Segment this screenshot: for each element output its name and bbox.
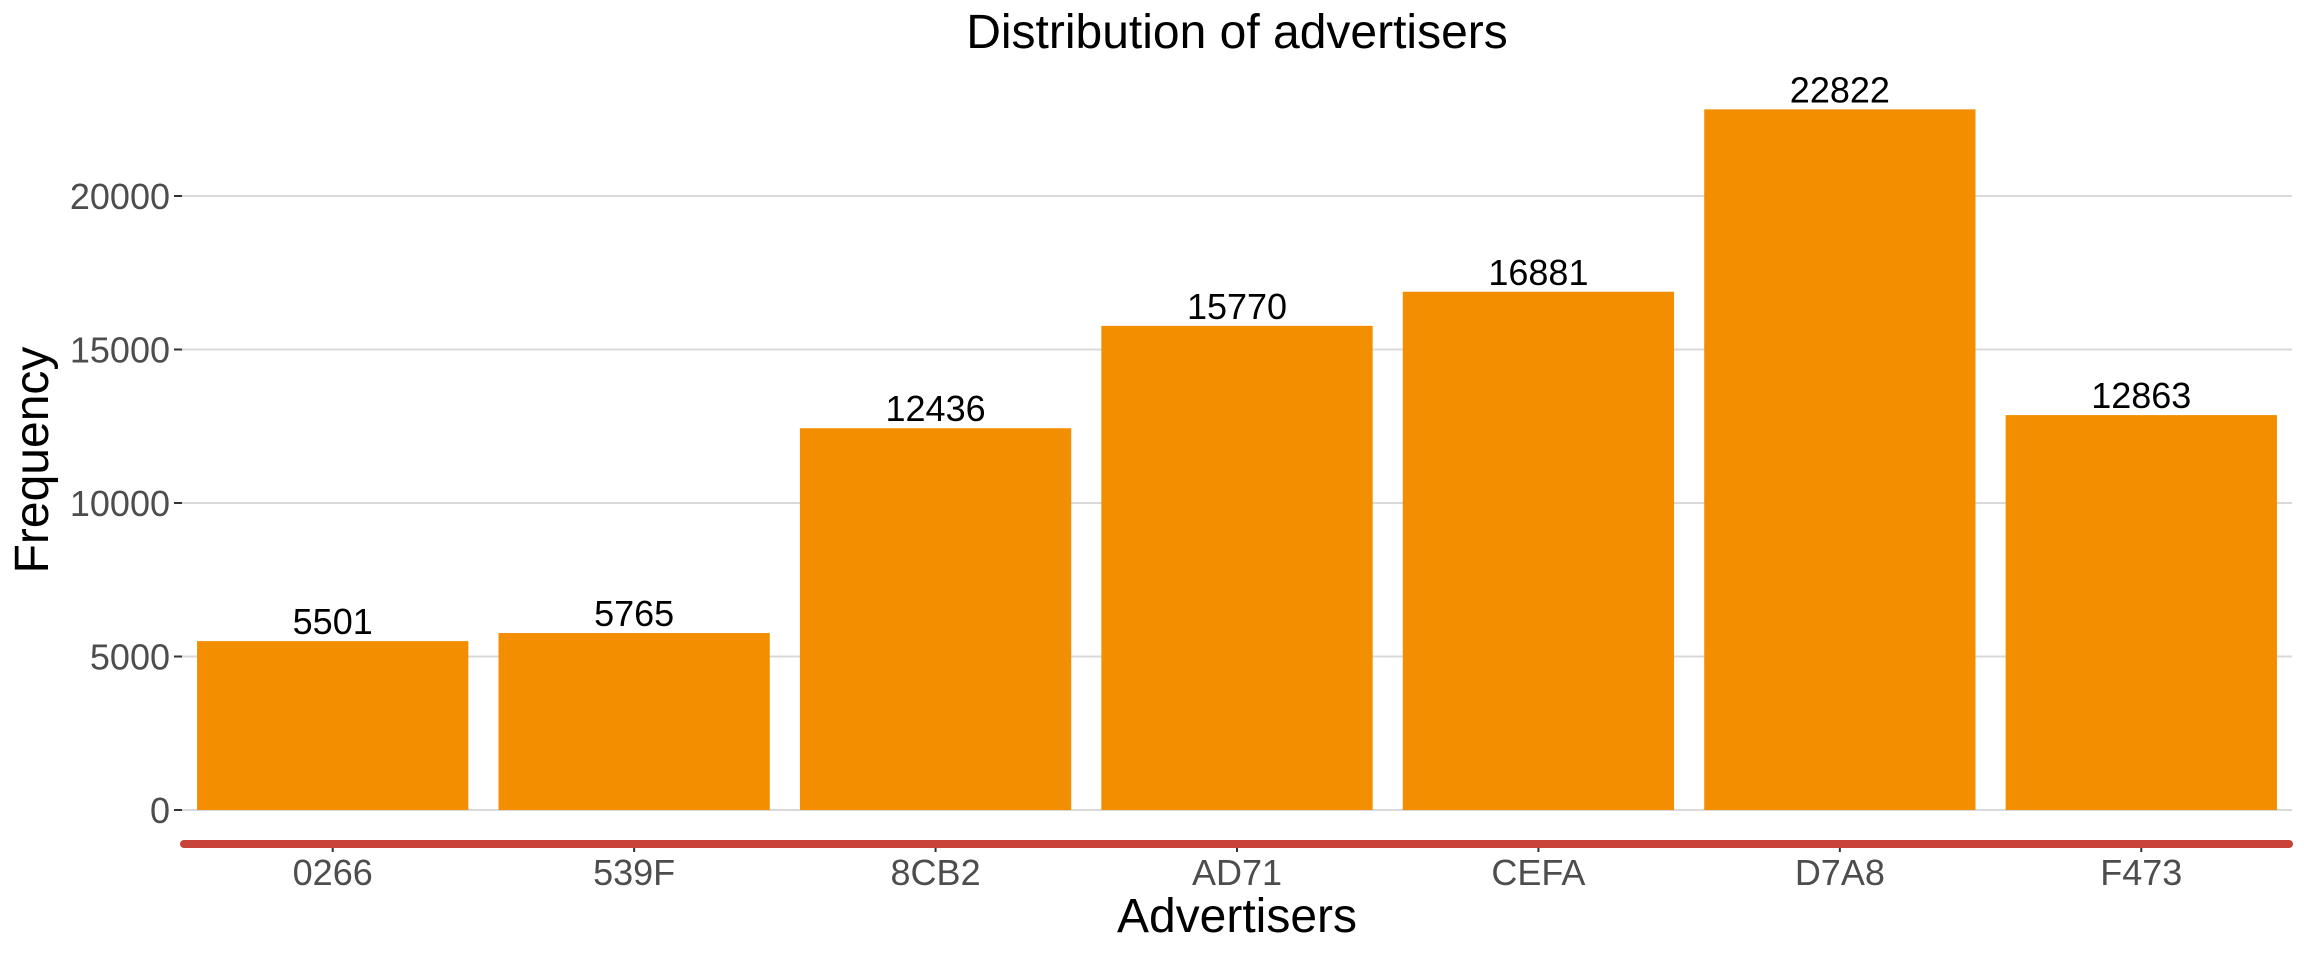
data-label: 12863 xyxy=(2091,375,2191,416)
bar-cefa xyxy=(1402,291,1675,810)
data-label: 5501 xyxy=(293,601,373,642)
data-labels: 5501 5765 12436 15770 16881 22822 12863 xyxy=(293,69,2192,642)
y-tick-label: 20000 xyxy=(70,176,170,217)
bars xyxy=(197,109,2277,810)
y-tick-label: 10000 xyxy=(70,483,170,524)
x-tick-label: 8CB2 xyxy=(891,852,981,893)
x-tick-label: AD71 xyxy=(1192,852,1282,893)
x-tick-label: 0266 xyxy=(293,852,373,893)
bar-0266 xyxy=(197,641,469,810)
x-axis-title: Advertisers xyxy=(1117,890,1357,943)
y-tick-label: 5000 xyxy=(90,637,170,678)
x-tick-label: CEFA xyxy=(1491,852,1585,893)
bar-d7a8 xyxy=(1704,109,1976,810)
bar-f473 xyxy=(2005,415,2277,810)
x-tick-label: F473 xyxy=(2100,852,2182,893)
y-axis-title: Frequency xyxy=(6,347,59,574)
y-tick-label: 15000 xyxy=(70,330,170,371)
bar-539f xyxy=(498,633,770,810)
y-tick-label: 0 xyxy=(150,790,170,831)
data-label: 16881 xyxy=(1488,252,1588,293)
bar-8cb2 xyxy=(799,428,1072,810)
data-label: 12436 xyxy=(886,388,986,429)
chart-title: Distribution of advertisers xyxy=(966,6,1508,59)
data-label: 22822 xyxy=(1790,69,1890,110)
data-label: 5765 xyxy=(594,593,674,634)
y-axis: 0 5000 10000 15000 20000 xyxy=(70,176,182,831)
x-axis: 0266 539F 8CB2 AD71 CEFA D7A8 F473 xyxy=(180,840,2293,893)
x-tick-label: D7A8 xyxy=(1795,852,1885,893)
data-label: 15770 xyxy=(1187,286,1287,327)
bar-ad71 xyxy=(1101,325,1373,810)
x-tick-label: 539F xyxy=(593,852,675,893)
